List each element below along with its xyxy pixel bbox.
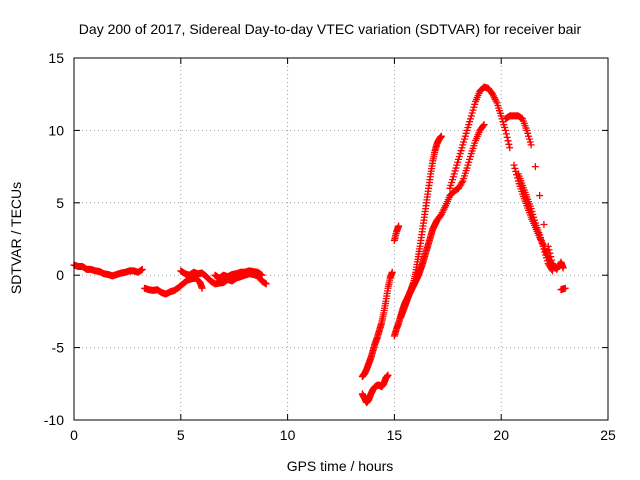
data-point (479, 122, 487, 130)
x-axis-ticks: 0 5 10 15 20 25 (70, 58, 616, 443)
data-point (548, 267, 556, 275)
data-point (511, 164, 519, 172)
data-point (546, 249, 554, 257)
y-tick-label: -10 (44, 412, 64, 428)
data-point (559, 264, 567, 272)
y-tick-label: 10 (48, 122, 64, 138)
data-point (198, 284, 206, 292)
data-point (138, 265, 146, 273)
y-tick-label: 5 (56, 195, 64, 211)
data-point (504, 137, 512, 145)
data-point (502, 130, 510, 138)
y-tick-label: 15 (48, 50, 64, 66)
x-tick-label: 10 (280, 427, 296, 443)
data-points (70, 83, 569, 407)
data-point (395, 222, 403, 230)
data-point (262, 280, 270, 288)
data-point (561, 284, 569, 292)
data-point (480, 121, 488, 129)
data-point (437, 132, 445, 140)
x-tick-label: 25 (600, 427, 616, 443)
data-point (505, 140, 513, 148)
series-early (70, 261, 270, 298)
x-tick-label: 0 (70, 427, 78, 443)
data-point (501, 126, 509, 134)
data-point (388, 268, 396, 276)
x-tick-label: 5 (177, 427, 185, 443)
data-point (384, 371, 392, 379)
series-rise-lower (358, 121, 556, 407)
data-point (547, 253, 555, 261)
data-point (510, 161, 518, 169)
x-tick-label: 20 (493, 427, 509, 443)
data-point (536, 192, 544, 200)
data-point (506, 144, 514, 152)
y-tick-label: 0 (56, 267, 64, 283)
y-axis-ticks: -10 -5 0 5 10 15 (44, 50, 608, 428)
x-axis-label: GPS time / hours (287, 458, 394, 474)
x-tick-label: 15 (387, 427, 403, 443)
data-point (540, 221, 548, 229)
grid-lines (74, 58, 608, 420)
plot-frame (73, 57, 609, 421)
data-point (503, 133, 511, 141)
data-point (458, 179, 466, 187)
data-point (258, 271, 266, 279)
y-tick-label: -5 (52, 340, 65, 356)
data-point (531, 163, 539, 171)
chart-title: Day 200 of 2017, Sidereal Day-to-day VTE… (79, 21, 582, 37)
data-point (548, 265, 556, 273)
data-point (527, 141, 535, 149)
y-axis-label: SDTVAR / TECUs (8, 182, 24, 294)
